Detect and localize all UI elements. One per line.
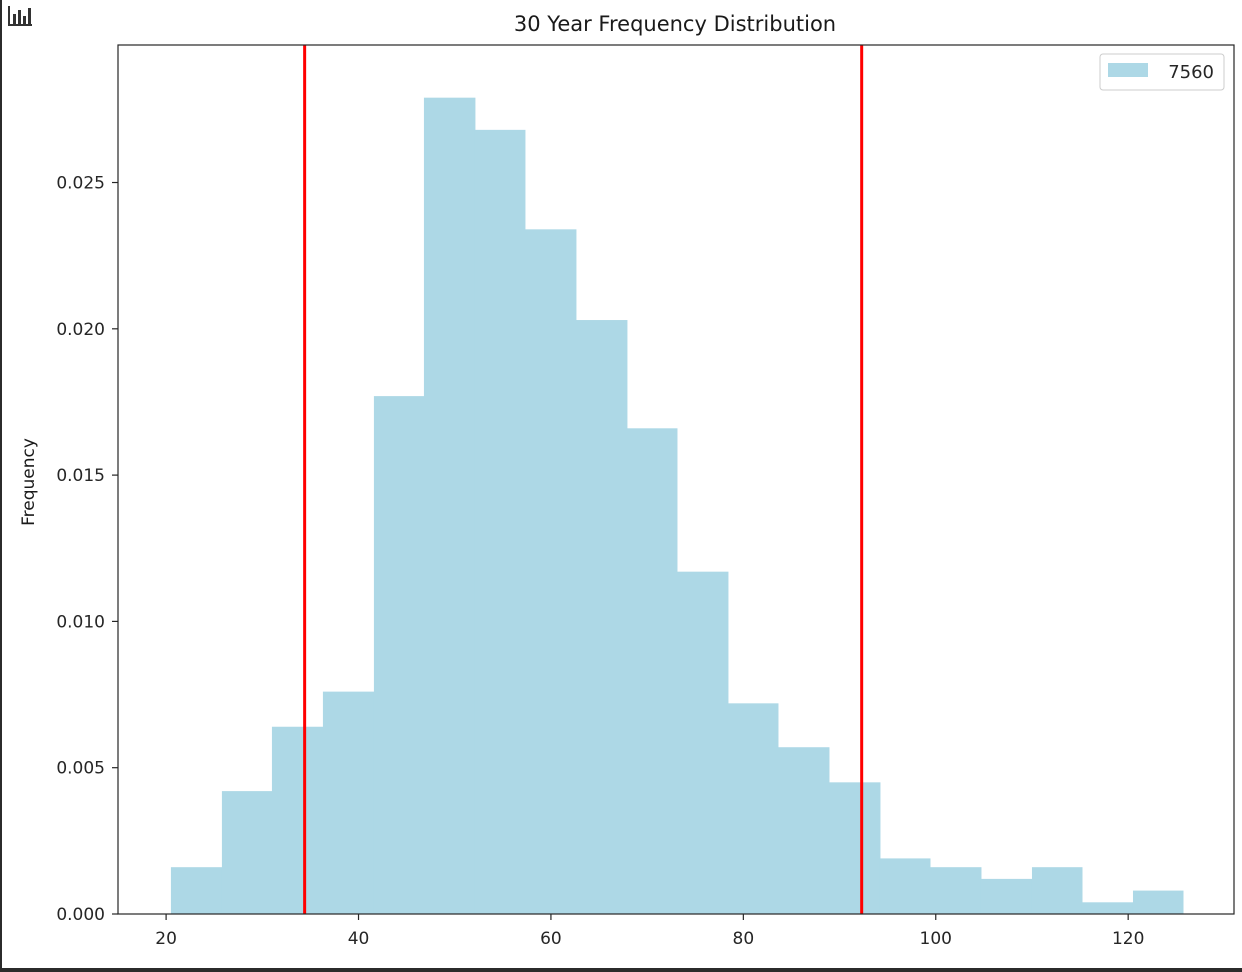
x-tick-label: 40	[348, 929, 370, 949]
x-tick-label: 20	[155, 929, 177, 949]
bar-chart-icon[interactable]	[7, 5, 33, 27]
histogram-bar	[929, 867, 982, 914]
legend-swatch	[1108, 63, 1148, 77]
x-tick-label: 80	[733, 929, 755, 949]
histogram-bar	[373, 396, 425, 915]
histogram-bar	[777, 747, 830, 914]
y-tick-label: 0.015	[56, 466, 105, 486]
y-tick-label: 0.020	[56, 320, 105, 340]
y-tick-label: 0.010	[56, 612, 105, 632]
histogram-bar	[1081, 902, 1134, 914]
histogram-bar	[676, 571, 729, 914]
histogram-bar	[828, 782, 881, 914]
plot-border	[117, 44, 1235, 915]
y-tick-label: 0.005	[56, 759, 105, 779]
histogram-bar	[727, 703, 779, 914]
histogram-bar	[879, 858, 931, 914]
x-tick-label: 100	[920, 929, 952, 949]
y-tick-label: 0.000	[56, 905, 105, 925]
histogram-bar	[980, 878, 1033, 914]
bars-layer	[170, 97, 1184, 915]
histogram-bar	[474, 129, 526, 914]
y-tick-label: 0.025	[56, 174, 105, 194]
histogram-bar	[626, 428, 678, 914]
histogram-bar	[423, 97, 476, 914]
histogram-bar	[524, 229, 577, 915]
histogram-bar	[221, 791, 273, 914]
x-tick-label: 60	[540, 929, 562, 949]
legend-label: 7560	[1168, 62, 1214, 83]
chart-title: 30 Year Frequency Distribution	[514, 12, 836, 36]
histogram-bar	[1132, 890, 1184, 914]
y-axis-ticks: 0.000 0.005 0.010 0.015 0.020 0.025	[56, 174, 118, 925]
histogram-bar	[575, 320, 628, 914]
histogram-bar	[1031, 867, 1083, 914]
vertical-lines-layer	[303, 45, 864, 914]
histogram-bar	[170, 867, 223, 914]
legend: 7560	[1099, 53, 1225, 91]
x-axis-ticks: 20 40 60 80 100 120	[155, 914, 1144, 949]
histogram-bar	[271, 726, 324, 914]
histogram-bar	[322, 691, 375, 914]
x-tick-label: 120	[1112, 929, 1144, 949]
y-axis-label: Frequency	[19, 438, 39, 526]
